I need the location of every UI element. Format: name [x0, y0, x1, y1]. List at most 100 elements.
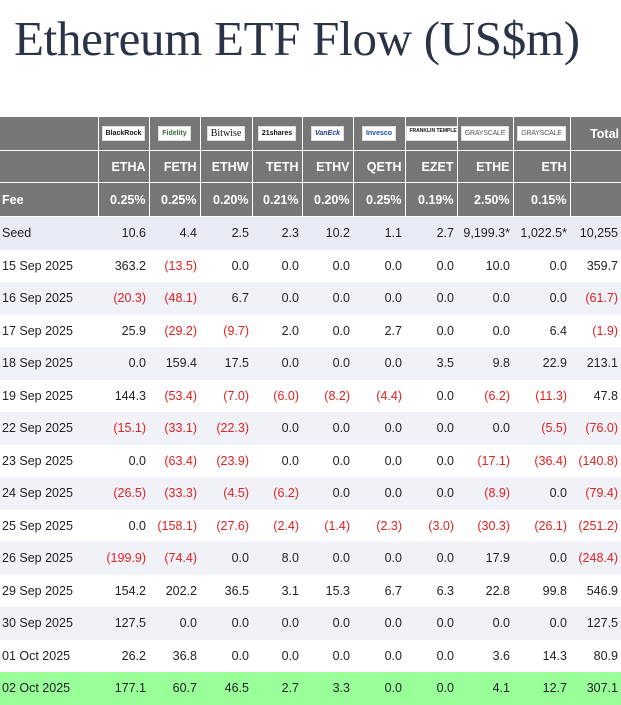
flow-cell: 0.0 [513, 249, 570, 282]
date-cell: 30 Sep 2025 [0, 607, 98, 640]
flow-cell: 0.0 [405, 542, 457, 575]
ticker-cell: ETHW [200, 150, 253, 183]
flow-cell: (2.4) [252, 509, 302, 542]
flow-cell: 0.0 [200, 607, 252, 640]
flow-cell: 10.6 [98, 216, 149, 250]
date-cell: Seed [0, 216, 98, 250]
flow-cell: (7.0) [200, 379, 252, 412]
table-row: 17 Sep 2025 25.9 (29.2) (9.7) 2.0 0.0 2.7 0.0 0.… [0, 314, 621, 347]
flow-rows: Seed 10.6 4.4 2.5 2.3 10.2 1.1 2.7 9,199.3* 1,022… [0, 216, 621, 705]
total-cell: 10,255 [570, 216, 621, 250]
flow-cell: 0.0 [302, 347, 353, 380]
flow-cell: (1.4) [302, 509, 353, 542]
flow-cell: 0.0 [252, 412, 302, 445]
flow-cell: 0.0 [302, 412, 353, 445]
fee-label: Fee [0, 182, 99, 217]
date-cell: 19 Sep 2025 [0, 379, 98, 412]
flow-cell: 0.0 [405, 282, 457, 315]
flow-cell: 9.8 [457, 347, 513, 380]
flow-cell: 177.1 [98, 672, 149, 705]
fee-cell: 0.15% [513, 182, 571, 217]
date-cell: 01 Oct 2025 [0, 639, 98, 672]
flow-cell: 2.0 [252, 314, 302, 347]
total-cell: 127.5 [570, 607, 621, 640]
ticker-total-blank [570, 150, 621, 183]
flow-cell: (8.9) [457, 477, 513, 510]
flow-cell: 0.0 [353, 477, 405, 510]
date-cell: 22 Sep 2025 [0, 412, 98, 445]
flow-cell: (199.9) [98, 542, 149, 575]
blackrock-logo: BlackRock [101, 126, 146, 142]
fee-cell: 0.25% [353, 182, 406, 217]
flow-cell: 0.0 [98, 444, 149, 477]
flow-cell: 46.5 [200, 672, 252, 705]
table-row: 26 Sep 2025 (199.9) (74.4) 0.0 8.0 0.0 0.0 0.0 1… [0, 542, 621, 575]
flow-cell: 0.0 [252, 607, 302, 640]
flow-cell: (63.4) [149, 444, 200, 477]
flow-cell: 0.0 [252, 639, 302, 672]
table-row: 22 Sep 2025 (15.1) (33.1) (22.3) 0.0 0.0 0.0 0.… [0, 412, 621, 445]
total-cell: (248.4) [570, 542, 621, 575]
flow-cell: 10.2 [302, 216, 353, 250]
flow-cell: 154.2 [98, 574, 149, 607]
flow-cell: (74.4) [149, 542, 200, 575]
flow-cell: 0.0 [302, 314, 353, 347]
fee-cell: 0.20% [302, 182, 354, 217]
flow-cell: (6.2) [252, 477, 302, 510]
flow-cell: (17.1) [457, 444, 513, 477]
flow-cell: 0.0 [252, 444, 302, 477]
flow-cell: 0.0 [98, 509, 149, 542]
flow-cell: 0.0 [513, 607, 570, 640]
table-row: 16 Sep 2025 (20.3) (48.1) 6.7 0.0 0.0 0.0 0.0 0.… [0, 282, 621, 315]
table-row: 29 Sep 2025 154.2 202.2 36.5 3.1 15.3 6.7 6.3 22… [0, 574, 621, 607]
flow-cell: 3.5 [405, 347, 457, 380]
date-cell: 25 Sep 2025 [0, 509, 98, 542]
date-cell: 02 Oct 2025 [0, 672, 98, 705]
franklin-templeton-logo: FRANKLIN TEMPLETON [405, 126, 456, 142]
flow-cell: 0.0 [353, 412, 405, 445]
table-row: 30 Sep 2025 127.5 0.0 0.0 0.0 0.0 0.0 0.0 0.0 0.0… [0, 607, 621, 640]
flow-cell: 0.0 [405, 639, 457, 672]
flow-cell: 2.7 [353, 314, 405, 347]
flow-cell: (158.1) [149, 509, 200, 542]
flow-cell: (22.3) [200, 412, 252, 445]
flow-cell: 3.1 [252, 574, 302, 607]
total-cell: 359.7 [570, 249, 621, 282]
flow-cell: 0.0 [405, 412, 457, 445]
ticker-cell: ETHV [302, 150, 354, 183]
flow-cell: 3.6 [457, 639, 513, 672]
flow-cell: (20.3) [98, 282, 149, 315]
fee-row: Fee 0.25% 0.25% 0.20% 0.21% 0.20% 0.25% … [0, 182, 621, 217]
date-cell: 26 Sep 2025 [0, 542, 98, 575]
flow-cell: 3.3 [302, 672, 353, 705]
flow-cell: 60.7 [149, 672, 200, 705]
grayscale-logo: GRAYSCALE [460, 126, 510, 142]
table-row: 23 Sep 2025 0.0 (63.4) (23.9) 0.0 0.0 0.0 0.0 (1… [0, 444, 621, 477]
flow-cell: (2.3) [353, 509, 405, 542]
flow-cell: 0.0 [302, 249, 353, 282]
flow-cell: 1,022.5* [513, 216, 570, 250]
fee-cell: 0.19% [405, 182, 458, 217]
flow-cell: 0.0 [405, 607, 457, 640]
flow-cell: 6.7 [353, 574, 405, 607]
flow-cell: (29.2) [149, 314, 200, 347]
flow-cell: 14.3 [513, 639, 570, 672]
date-cell: 16 Sep 2025 [0, 282, 98, 315]
flow-cell: (5.5) [513, 412, 570, 445]
flow-cell: (11.3) [513, 379, 570, 412]
ticker-cell: FETH [149, 150, 201, 183]
flow-cell: 0.0 [405, 444, 457, 477]
total-cell: (61.7) [570, 282, 621, 315]
flow-cell: (4.4) [353, 379, 405, 412]
flow-cell: (9.7) [200, 314, 252, 347]
total-cell: 546.9 [570, 574, 621, 607]
flow-cell: 22.8 [457, 574, 513, 607]
flow-cell: 6.7 [200, 282, 252, 315]
title-bar: Ethereum ETF Flow (US$m) [0, 0, 621, 108]
date-cell: 15 Sep 2025 [0, 249, 98, 282]
flow-cell: 0.0 [200, 542, 252, 575]
total-cell: (140.8) [570, 444, 621, 477]
date-cell: 17 Sep 2025 [0, 314, 98, 347]
ticker-row: ETHA FETH ETHW TETH ETHV QETH EZET ETHE … [0, 150, 621, 183]
flow-cell: 9,199.3* [457, 216, 513, 250]
